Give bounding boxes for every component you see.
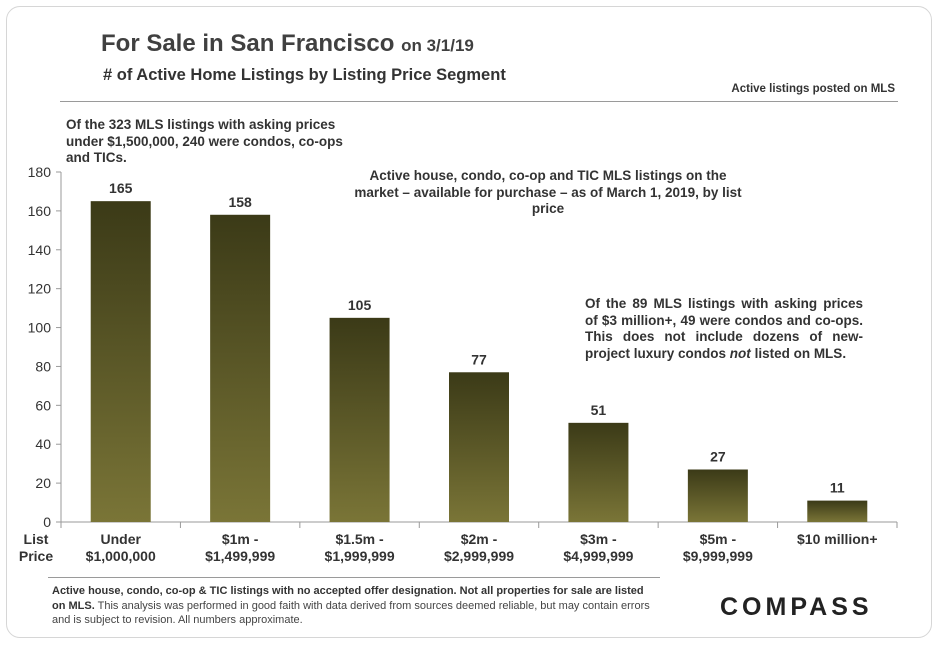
x-tick-label-line: $5m - xyxy=(700,531,737,547)
data-label: 51 xyxy=(591,402,607,418)
x-tick-label-line: $2,999,999 xyxy=(444,548,514,564)
y-tick-label: 80 xyxy=(35,358,51,374)
annotation-right: Of the 89 MLS listings with asking price… xyxy=(585,296,863,362)
bar xyxy=(329,317,390,522)
x-tick-label-line: $1,000,000 xyxy=(86,548,156,564)
bar xyxy=(210,214,271,522)
bar xyxy=(90,201,151,522)
y-tick-label: 0 xyxy=(43,514,51,530)
annotation-right-emphasis: not xyxy=(729,345,751,361)
source-note: Active listings posted on MLS xyxy=(731,83,895,95)
x-tick-label: $2m -$2,999,999 xyxy=(444,531,514,564)
x-tick-label: Under $1,000,000 xyxy=(86,531,156,564)
y-tick-label: 40 xyxy=(35,436,51,452)
y-tick-label: 160 xyxy=(28,203,52,219)
x-tick-label-line: $1m - xyxy=(222,531,259,547)
chart-subtitle: # of Active Home Listings by Listing Pri… xyxy=(103,66,506,84)
y-tick-label: 100 xyxy=(28,320,52,336)
annotation-right-text-1: Of the 89 MLS listings with asking price… xyxy=(585,296,863,361)
x-tick-label-line: $4,999,999 xyxy=(563,548,633,564)
bar xyxy=(807,500,868,522)
x-tick-label-line: $3m - xyxy=(580,531,617,547)
footer-bold-text: Active house, condo, co-op & TIC listing… xyxy=(52,585,644,612)
bar xyxy=(568,422,629,522)
title-main: For Sale in San Francisco xyxy=(101,30,395,57)
x-axis-title-line: List xyxy=(24,531,49,547)
data-label: 11 xyxy=(830,480,845,496)
data-label: 105 xyxy=(348,297,372,313)
y-tick-label: 120 xyxy=(28,281,52,297)
x-tick-label: $3m -$4,999,999 xyxy=(563,531,633,564)
title-date: on 3/1/19 xyxy=(401,36,474,55)
x-tick-label: $5m -$9,999,999 xyxy=(683,531,753,564)
y-tick-label: 140 xyxy=(28,242,52,258)
chart-title: For Sale in San Francisco on 3/1/19 xyxy=(101,30,474,58)
x-axis-title: List Price xyxy=(19,531,53,564)
bar xyxy=(687,469,748,522)
bar xyxy=(449,372,509,522)
footer-divider xyxy=(48,577,660,578)
compass-logo: COMPASS xyxy=(720,593,873,621)
footer-disclaimer: Active house, condo, co-op & TIC listing… xyxy=(52,584,652,628)
y-tick-label: 20 xyxy=(35,475,51,491)
y-tick-label: 180 xyxy=(28,164,52,180)
data-label: 27 xyxy=(710,449,726,465)
x-tick-label-line: $1,499,999 xyxy=(205,548,275,564)
x-tick-label: $10 million+ xyxy=(797,531,878,547)
x-tick-label-line: $1.5m - xyxy=(335,531,384,547)
x-tick-label: $1m -$1,499,999 xyxy=(205,531,275,564)
x-axis-title-line: Price xyxy=(19,548,53,564)
data-label: 77 xyxy=(471,351,487,367)
x-tick-label-line: $10 million+ xyxy=(797,531,878,547)
x-tick-label-line: $2m - xyxy=(461,531,498,547)
x-tick-label-line: $1,999,999 xyxy=(325,548,395,564)
annotation-left: Of the 323 MLS listings with asking pric… xyxy=(66,117,343,165)
data-label: 165 xyxy=(109,180,133,196)
data-label: 158 xyxy=(228,194,252,210)
x-tick-label-line: Under xyxy=(100,531,141,547)
chart-frame xyxy=(6,6,932,638)
footer-regular-text: This analysis was performed in good fait… xyxy=(52,599,650,627)
header-divider xyxy=(60,101,898,102)
x-tick-label: $1.5m -$1,999,999 xyxy=(325,531,395,564)
annotation-center: Active house, condo, co-op and TIC MLS l… xyxy=(354,168,742,216)
y-tick-label: 60 xyxy=(35,397,51,413)
x-tick-label-line: $9,999,999 xyxy=(683,548,753,564)
annotation-right-text-2: listed on MLS. xyxy=(754,345,847,361)
